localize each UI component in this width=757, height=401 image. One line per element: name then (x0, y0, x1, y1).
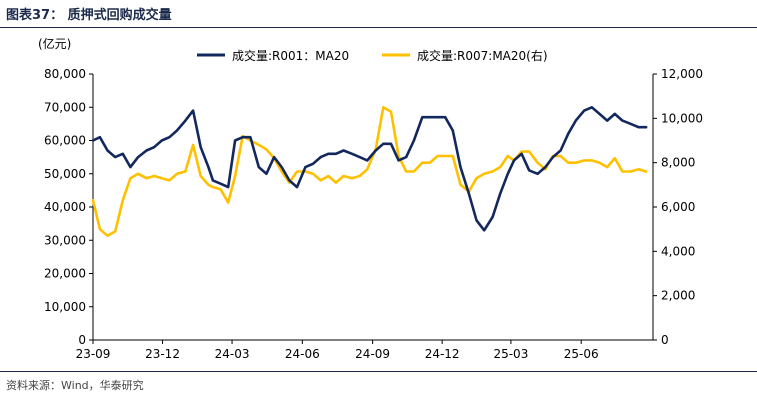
right-y-tick-label: 10,000 (661, 111, 703, 125)
series-line-r007 (91, 106, 648, 238)
right-y-tick-label: 12,000 (661, 67, 703, 81)
legend-label-r007: 成交量:R007:MA20(右) (417, 48, 548, 63)
series-layer (91, 106, 648, 238)
x-tick-label: 25-06 (564, 347, 599, 361)
left-y-tick-label: 40,000 (44, 200, 86, 214)
axes: 0 10,000 20,000 30,000 40,000 50,000 60,000 70,… (44, 67, 703, 361)
right-y-tick-label: 2,000 (661, 289, 695, 303)
x-tick-label: 24-03 (215, 347, 250, 361)
left-y-tick-label: 70,000 (44, 100, 86, 114)
x-tick-label: 23-12 (145, 347, 180, 361)
right-y-tick-label: 8,000 (661, 156, 695, 170)
left-axis-unit-label: (亿元) (38, 36, 71, 51)
footer-divider (0, 371, 757, 372)
right-y-tick-label: 0 (661, 333, 669, 347)
x-tick-label: 25-03 (493, 347, 528, 361)
x-tick-label: 24-09 (355, 347, 390, 361)
title-divider (0, 27, 757, 28)
chart-title: 图表37： 质押式回购成交量 (6, 8, 172, 23)
x-tick-label: 24-12 (425, 347, 460, 361)
left-y-tick-label: 20,000 (44, 267, 86, 281)
x-tick-label: 24-06 (285, 347, 320, 361)
left-y-tick-label: 60,000 (44, 134, 86, 148)
left-y-tick-label: 10,000 (44, 300, 86, 314)
left-y-tick-label: 80,000 (44, 67, 86, 81)
left-y-tick-label: 0 (78, 333, 86, 347)
legend: 成交量:R001：MA20 成交量:R007:MA20(右) (197, 48, 548, 63)
source-note: 资料来源：Wind，华泰研究 (6, 379, 144, 392)
right-y-tick-label: 6,000 (661, 200, 695, 214)
left-y-tick-label: 50,000 (44, 167, 86, 181)
right-y-tick-label: 4,000 (661, 244, 695, 258)
left-y-tick-label: 30,000 (44, 233, 86, 247)
x-tick-label: 23-09 (76, 347, 111, 361)
series-line-r001 (91, 106, 648, 232)
legend-label-r001: 成交量:R001：MA20 (232, 48, 349, 63)
